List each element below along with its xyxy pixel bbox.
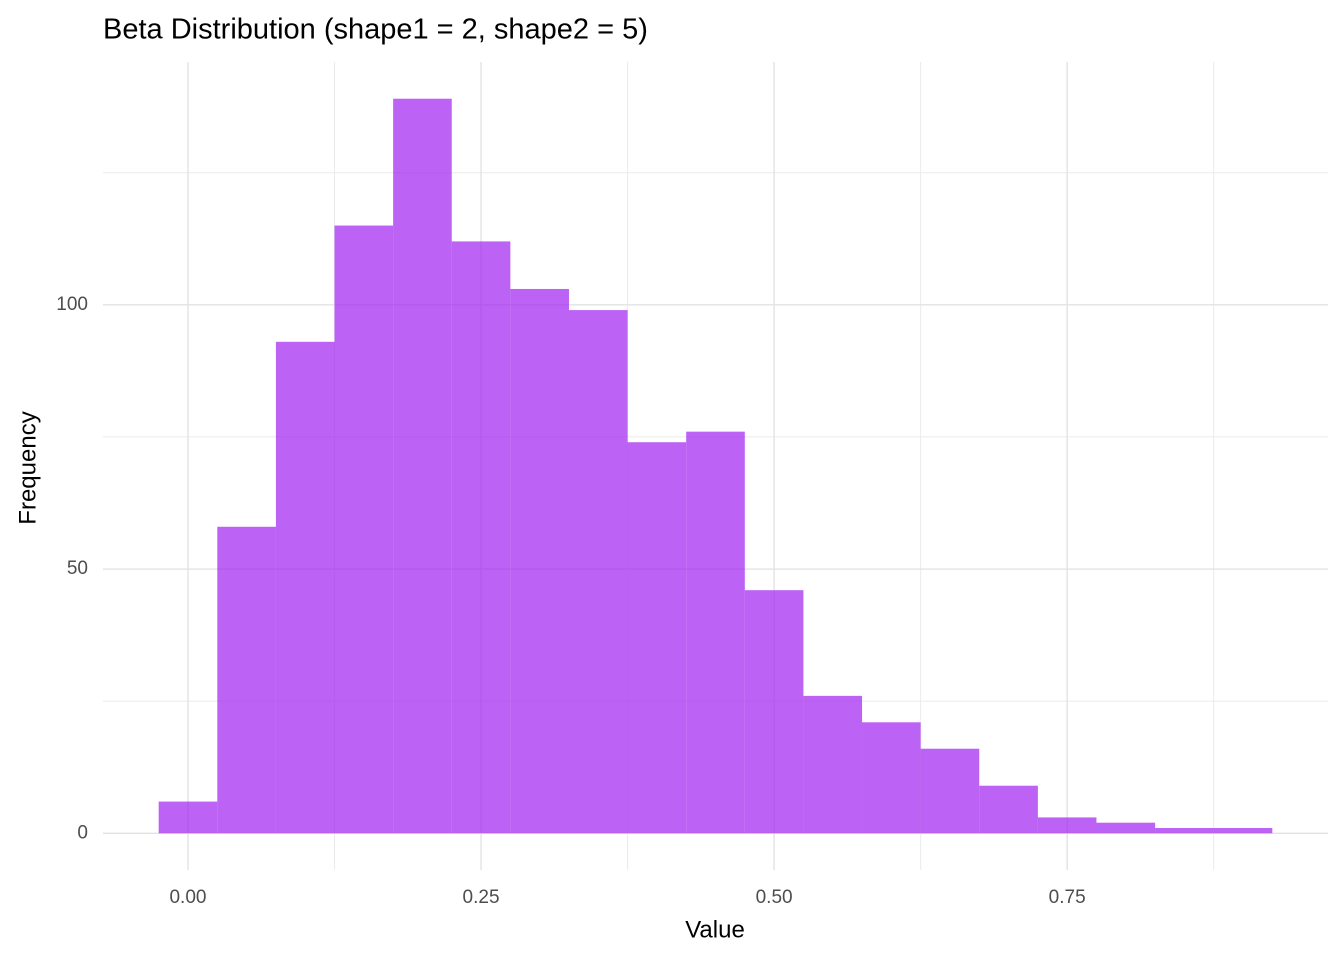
y-axis-title: Frequency [14, 411, 41, 524]
bar [451, 241, 511, 834]
bar [510, 288, 569, 834]
x-tick-label: 0.50 [756, 887, 793, 908]
bar [744, 590, 804, 834]
bar [1155, 827, 1214, 834]
bars [158, 98, 1273, 834]
bar [686, 431, 745, 834]
chart-title: Beta Distribution (shape1 = 2, shape2 = … [103, 14, 648, 46]
bar [862, 722, 921, 834]
bar [627, 442, 687, 834]
x-axis-title: Value [685, 916, 745, 943]
x-tick-label: 0.00 [169, 887, 206, 908]
tick-labels: 0.00 0.25 0.50 0.75 0 50 100 [56, 294, 1085, 908]
y-tick-label: 100 [56, 294, 88, 315]
bar [568, 310, 628, 834]
y-tick-label: 50 [67, 558, 88, 579]
bar [217, 526, 276, 834]
bar [158, 801, 218, 834]
x-tick-label: 0.75 [1049, 887, 1086, 908]
bar [275, 341, 335, 834]
bar [334, 225, 394, 834]
x-tick-label: 0.25 [463, 887, 500, 908]
bar [1096, 822, 1156, 834]
bar [803, 695, 863, 834]
y-tick-label: 0 [77, 822, 88, 843]
bar [393, 98, 452, 834]
bar [1037, 817, 1097, 834]
bar [920, 748, 980, 834]
bar [979, 785, 1038, 834]
bar [1213, 827, 1273, 834]
